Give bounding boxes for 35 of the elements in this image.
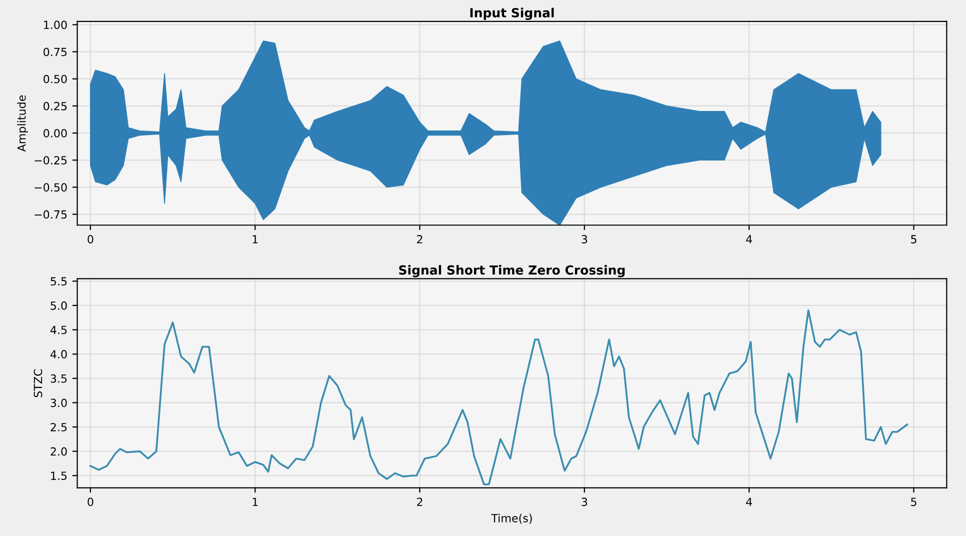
y-tick-label: 1.00 <box>44 20 67 30</box>
x-tick-label: 0 <box>88 498 94 506</box>
x-tick-label: 1 <box>252 498 258 506</box>
y-tick-label: 0.75 <box>44 48 67 56</box>
x-tick-label: 2 <box>417 235 422 244</box>
y-tick-label: 2.5 <box>50 422 67 432</box>
x-tick-label: 2 <box>417 498 422 506</box>
x-axis-title: Time(s) <box>491 514 532 524</box>
x-tick-label: 5 <box>911 235 916 244</box>
y-tick-label: −0.75 <box>34 210 67 219</box>
x-tick-label: 3 <box>582 235 588 244</box>
line-series <box>90 309 908 486</box>
y-tick-label: 4.0 <box>50 350 67 358</box>
chart-title: Input Signal <box>470 8 554 20</box>
x-tick-label: 4 <box>746 498 752 506</box>
x-tick-label: 4 <box>746 235 752 244</box>
y-tick-label: 0.00 <box>44 129 67 138</box>
chart-title: Signal Short Time Zero Crossing <box>399 265 625 278</box>
y-tick-label: 3.0 <box>50 398 67 408</box>
y-tick-label: 3.5 <box>50 374 67 383</box>
y-tick-label: 4.5 <box>50 326 67 334</box>
y-tick-label: 2.0 <box>50 447 67 456</box>
x-tick-label: 5 <box>911 498 916 506</box>
y-axis-title: STZC <box>34 369 42 398</box>
y-tick-label: 5.0 <box>50 301 67 310</box>
x-tick-label: 3 <box>582 498 588 506</box>
y-tick-label: 0.50 <box>44 74 67 84</box>
y-axis-title: Amplitude <box>17 95 28 152</box>
y-tick-label: −0.50 <box>34 183 67 192</box>
y-tick-label: 5.5 <box>50 277 67 286</box>
x-tick-label: 1 <box>252 235 258 244</box>
y-tick-label: 1.5 <box>51 472 67 480</box>
y-tick-label: 0.25 <box>44 102 67 110</box>
x-tick-label: 0 <box>88 235 94 244</box>
y-tick-label: −0.25 <box>34 156 67 164</box>
